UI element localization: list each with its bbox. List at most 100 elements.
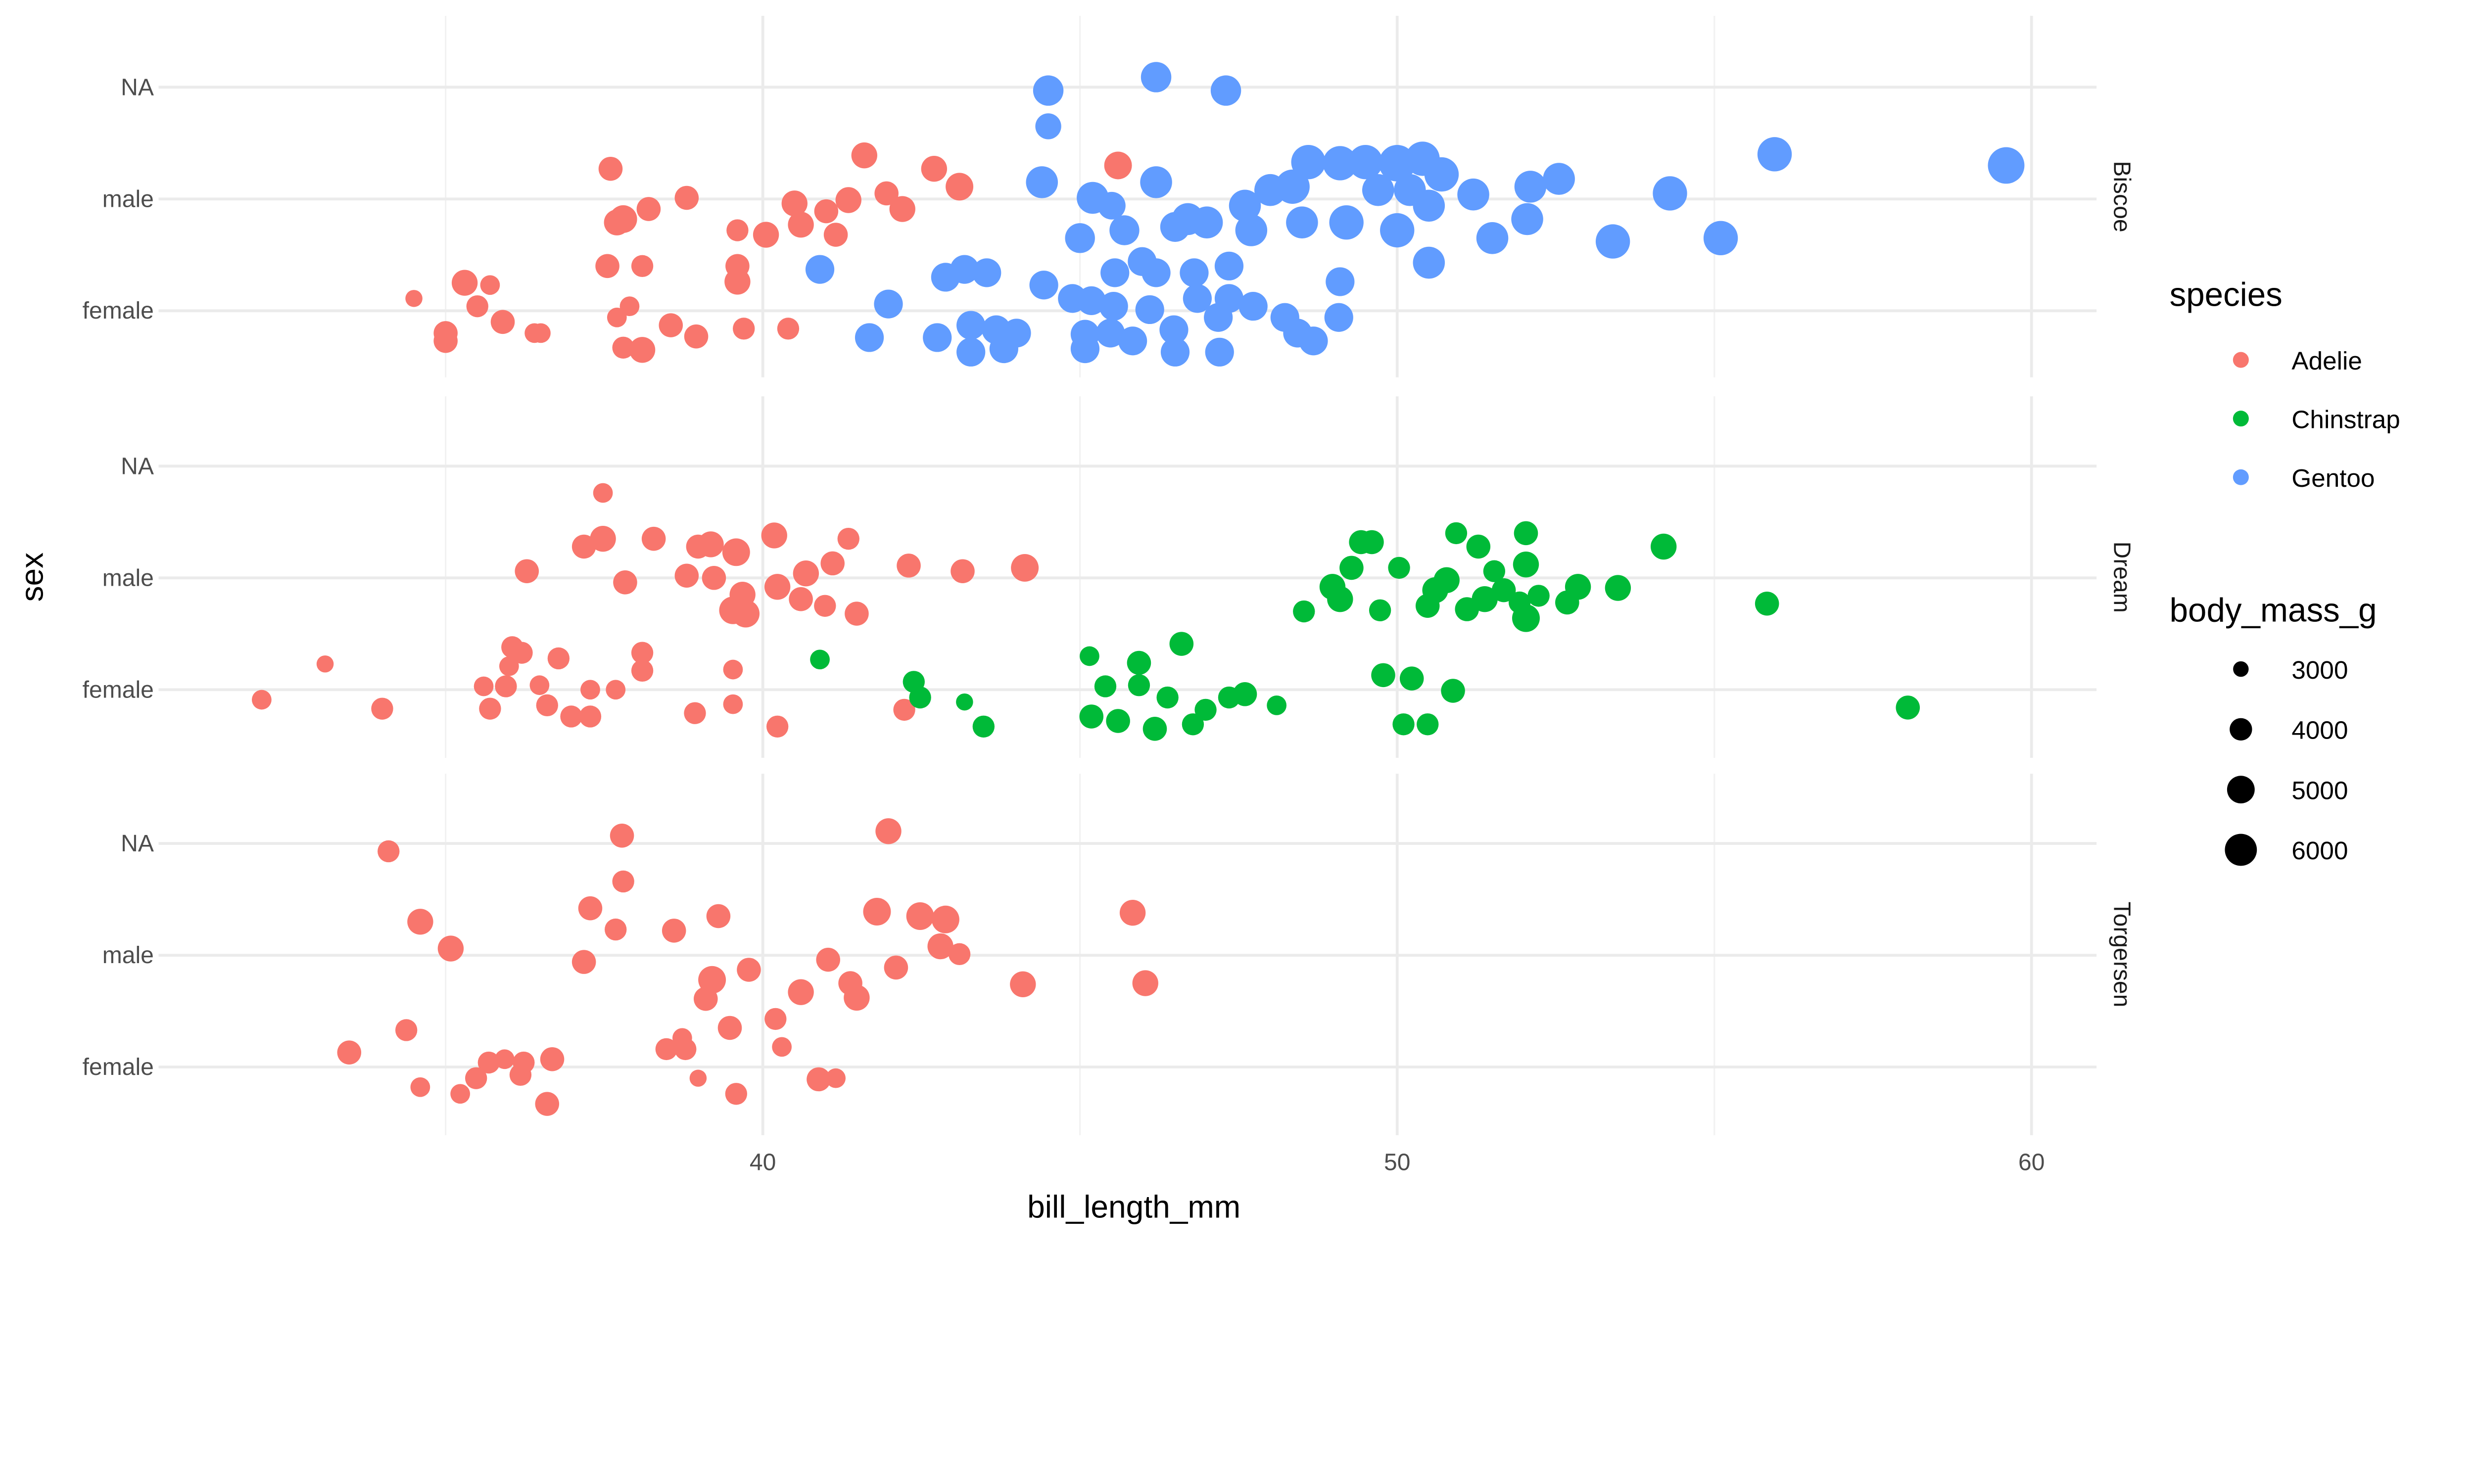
point-chinstrap <box>810 649 830 670</box>
point-adelie <box>395 1019 418 1041</box>
point-chinstrap <box>1233 682 1257 706</box>
point-gentoo <box>1035 113 1061 139</box>
point-chinstrap <box>1169 632 1194 656</box>
point-adelie <box>378 840 400 863</box>
point-gentoo <box>1476 222 1509 254</box>
point-adelie <box>540 1047 565 1071</box>
point-gentoo <box>1757 137 1792 172</box>
point-gentoo <box>1180 258 1209 287</box>
point-adelie <box>789 587 813 611</box>
point-adelie <box>474 676 494 696</box>
point-gentoo <box>874 289 903 319</box>
point-adelie <box>659 313 683 337</box>
point-gentoo <box>1275 169 1310 204</box>
point-adelie <box>405 290 423 307</box>
point-adelie <box>753 222 779 248</box>
body-mass-legend: body_mass_g 3000 4000 5000 6000 <box>2170 592 2377 866</box>
point-adelie <box>433 328 458 353</box>
point-adelie <box>590 525 616 552</box>
point-adelie <box>593 483 613 503</box>
point-chinstrap <box>1755 591 1779 616</box>
point-adelie <box>511 642 533 664</box>
point-adelie <box>729 581 756 608</box>
point-adelie <box>515 559 539 583</box>
point-gentoo <box>1291 144 1326 180</box>
facet-panels: femalemaleNABiscoefemalemaleNADreamfemal… <box>83 16 2135 1135</box>
point-adelie <box>814 595 836 617</box>
point-gentoo <box>1362 174 1394 206</box>
point-adelie <box>807 1067 831 1092</box>
point-adelie <box>764 1008 787 1030</box>
point-adelie <box>921 156 948 182</box>
point-adelie <box>820 551 845 576</box>
point-adelie <box>893 698 915 721</box>
size-legend-label: 6000 <box>2291 836 2348 865</box>
point-gentoo <box>1109 215 1140 245</box>
point-gentoo <box>1183 284 1212 313</box>
point-adelie <box>1011 554 1039 582</box>
point-adelie <box>579 705 602 728</box>
species-legend-title: species <box>2170 277 2283 314</box>
point-adelie <box>536 694 558 717</box>
point-adelie <box>251 690 272 710</box>
facet-panel-biscoe: female male NA Biscoe <box>83 16 2135 377</box>
point-gentoo <box>972 258 1001 287</box>
point-chinstrap <box>1094 675 1117 697</box>
point-chinstrap <box>909 686 931 709</box>
point-gentoo <box>1988 147 2025 184</box>
point-adelie <box>837 527 859 550</box>
point-adelie <box>844 984 870 1011</box>
point-adelie <box>595 254 619 278</box>
chart-background <box>0 0 2474 1237</box>
size-legend-key <box>2227 776 2255 804</box>
point-adelie <box>764 574 791 600</box>
point-gentoo <box>956 337 986 367</box>
point-adelie <box>723 659 743 680</box>
point-gentoo <box>1348 144 1383 180</box>
point-adelie <box>631 642 654 664</box>
point-adelie <box>694 986 718 1011</box>
point-adelie <box>655 1038 677 1061</box>
point-adelie <box>499 656 519 676</box>
point-adelie <box>629 337 656 363</box>
point-gentoo <box>1229 189 1261 222</box>
point-adelie <box>845 602 869 626</box>
point-adelie <box>897 554 921 578</box>
point-adelie <box>826 1068 846 1088</box>
point-gentoo <box>805 255 835 284</box>
point-chinstrap <box>1194 698 1217 721</box>
y-tick-label: NA <box>121 830 154 857</box>
point-gentoo <box>1141 62 1172 93</box>
point-gentoo <box>1099 292 1128 321</box>
legend-key-gentoo <box>2233 469 2249 485</box>
point-adelie <box>1132 970 1158 996</box>
point-adelie <box>725 1083 748 1105</box>
point-adelie <box>726 219 749 241</box>
size-legend-key <box>2233 661 2249 677</box>
point-chinstrap <box>1650 533 1677 560</box>
point-adelie <box>437 935 464 962</box>
point-gentoo <box>1205 337 1234 367</box>
point-adelie <box>609 205 637 233</box>
point-adelie <box>1119 900 1146 926</box>
facet-strip-label: Dream <box>2108 542 2135 613</box>
point-chinstrap <box>972 715 995 738</box>
point-chinstrap <box>1127 650 1151 675</box>
point-gentoo <box>1140 166 1172 198</box>
point-adelie <box>605 918 627 941</box>
point-chinstrap <box>1527 585 1550 607</box>
point-adelie <box>450 1084 471 1104</box>
point-adelie <box>410 1077 430 1097</box>
point-adelie <box>788 212 814 238</box>
facet-panel-dream: female male NA Dream <box>83 396 2135 758</box>
point-adelie <box>571 950 596 974</box>
point-adelie <box>906 902 934 930</box>
point-adelie <box>535 1092 560 1116</box>
point-adelie <box>641 526 666 551</box>
point-chinstrap <box>1327 586 1353 612</box>
species-legend: species Adelie Chinstrap Gentoo <box>2170 277 2400 492</box>
point-adelie <box>529 675 550 696</box>
point-gentoo <box>1128 247 1157 276</box>
point-adelie <box>781 190 808 217</box>
point-chinstrap <box>1491 578 1516 603</box>
